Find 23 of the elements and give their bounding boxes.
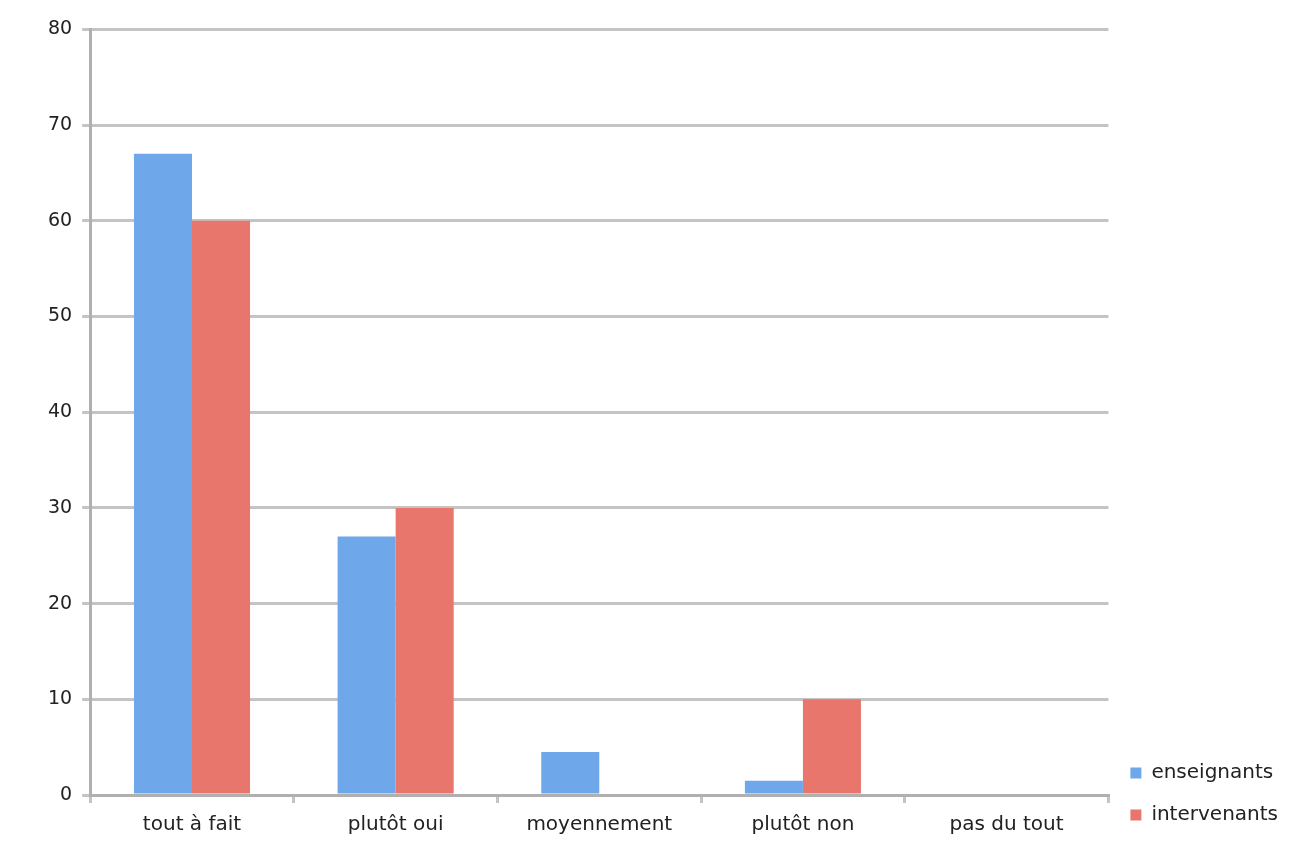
bar [541, 751, 600, 794]
x-tick-label: plutôt non [751, 811, 855, 836]
x-tick-label: tout à fait [142, 811, 242, 836]
y-tick-label: 20 [47, 590, 73, 613]
bar [133, 153, 192, 794]
bar [802, 699, 861, 794]
y-tick-label: 70 [47, 112, 73, 135]
bar [744, 780, 803, 794]
y-tick-label: 50 [47, 303, 73, 326]
y-tick-label: 30 [47, 494, 73, 517]
y-tick-label: 60 [47, 207, 73, 230]
x-tick-label: moyennement [526, 811, 673, 836]
bar [337, 536, 396, 794]
y-tick-label: 40 [47, 399, 73, 422]
y-tick-label: 0 [60, 781, 73, 804]
bar [395, 507, 454, 794]
legend-label: intervenants [1151, 801, 1279, 826]
bar [192, 220, 251, 794]
x-tick-label: pas du tout [949, 811, 1064, 836]
x-tick-label: plutôt oui [347, 811, 444, 836]
y-tick-label: 10 [47, 686, 73, 709]
y-tick-label: 80 [47, 16, 73, 39]
legend-label: enseignants [1151, 759, 1274, 784]
